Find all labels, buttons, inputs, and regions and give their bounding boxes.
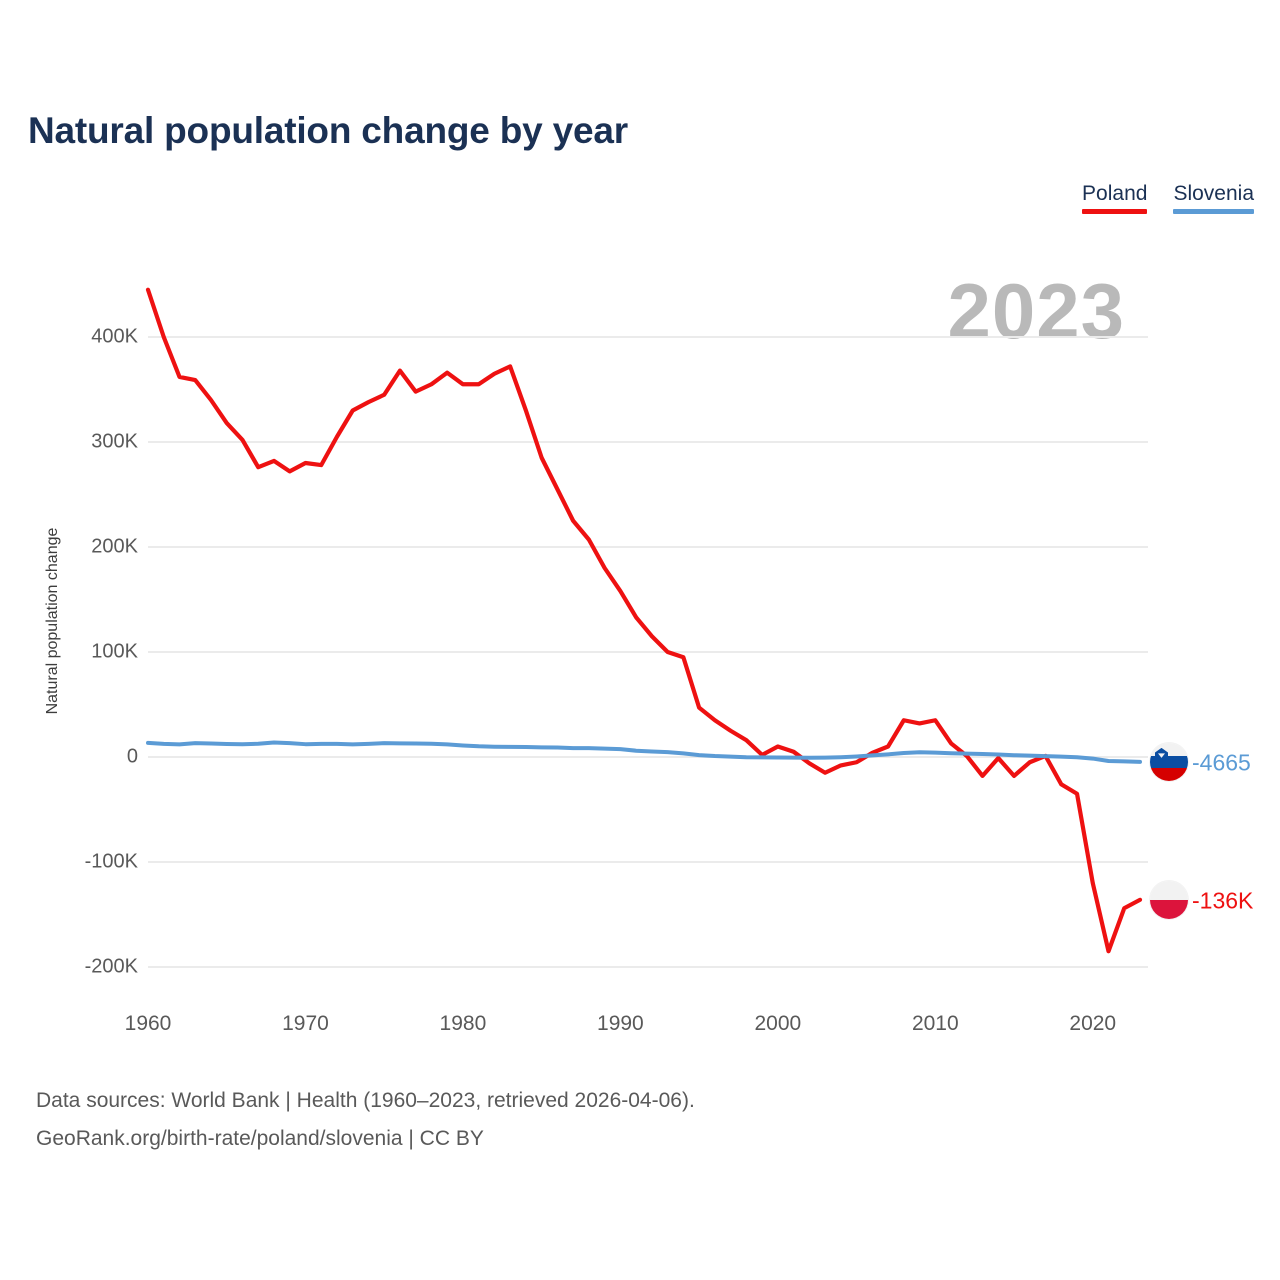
legend-label-slovenia: Slovenia (1173, 182, 1254, 205)
end-marker-poland[interactable] (1150, 880, 1188, 919)
y-axis-tick-label: 300K (91, 430, 138, 453)
poland-flag-red-band (1150, 899, 1188, 919)
end-value-poland: -136K (1192, 887, 1254, 914)
slovenia-flag-blue-band (1150, 755, 1188, 769)
x-axis-tick-label: 2000 (754, 1012, 802, 1035)
poland-flag-white-band (1150, 880, 1188, 900)
slovenia-coat-of-arms-peak-icon (1158, 753, 1165, 758)
y-axis-tick-label: 100K (91, 640, 138, 663)
y-axis-tick-label: 200K (91, 535, 138, 558)
chart-gridlines (148, 336, 1148, 968)
legend-item-slovenia[interactable]: Slovenia (1173, 182, 1254, 214)
y-axis-tick-label: 0 (126, 745, 138, 768)
legend-item-poland[interactable]: Poland (1082, 182, 1148, 214)
x-axis-tick-label: 1990 (597, 1012, 644, 1035)
x-axis-tick-label: 2010 (911, 1012, 959, 1035)
footer: Data sources: World Bank | Health (1960–… (36, 1082, 695, 1158)
y-axis-tick-label: -200K (84, 955, 138, 978)
year-watermark: 2023 (947, 267, 1125, 355)
x-axis-tick-label: 1980 (439, 1012, 487, 1035)
slovenia-flag-red-band (1150, 768, 1188, 781)
end-marker-slovenia[interactable] (1150, 742, 1188, 781)
x-axis-tick-label: 1970 (282, 1012, 329, 1035)
chart-legend: Poland Slovenia (1082, 182, 1254, 214)
footer-attribution: GeoRank.org/birth-rate/poland/slovenia |… (36, 1127, 484, 1150)
chart-series-lines (145, 287, 1143, 954)
legend-color-swatch-slovenia (1173, 209, 1254, 214)
y-axis-tick-label: 400K (91, 325, 138, 348)
page-title: Natural population change by year (28, 110, 628, 151)
legend-label-poland: Poland (1082, 182, 1148, 205)
series-line-slovenia (146, 740, 1142, 764)
end-value-slovenia: -4665 (1192, 749, 1251, 776)
x-axis-tick-label: 1960 (124, 1012, 172, 1035)
series-line-poland (145, 287, 1143, 954)
legend-color-swatch-poland (1082, 209, 1148, 214)
x-axis-tick-label: 2020 (1069, 1012, 1117, 1035)
footer-data-sources: Data sources: World Bank | Health (1960–… (36, 1089, 695, 1112)
y-axis-tick-label: -100K (84, 850, 138, 873)
